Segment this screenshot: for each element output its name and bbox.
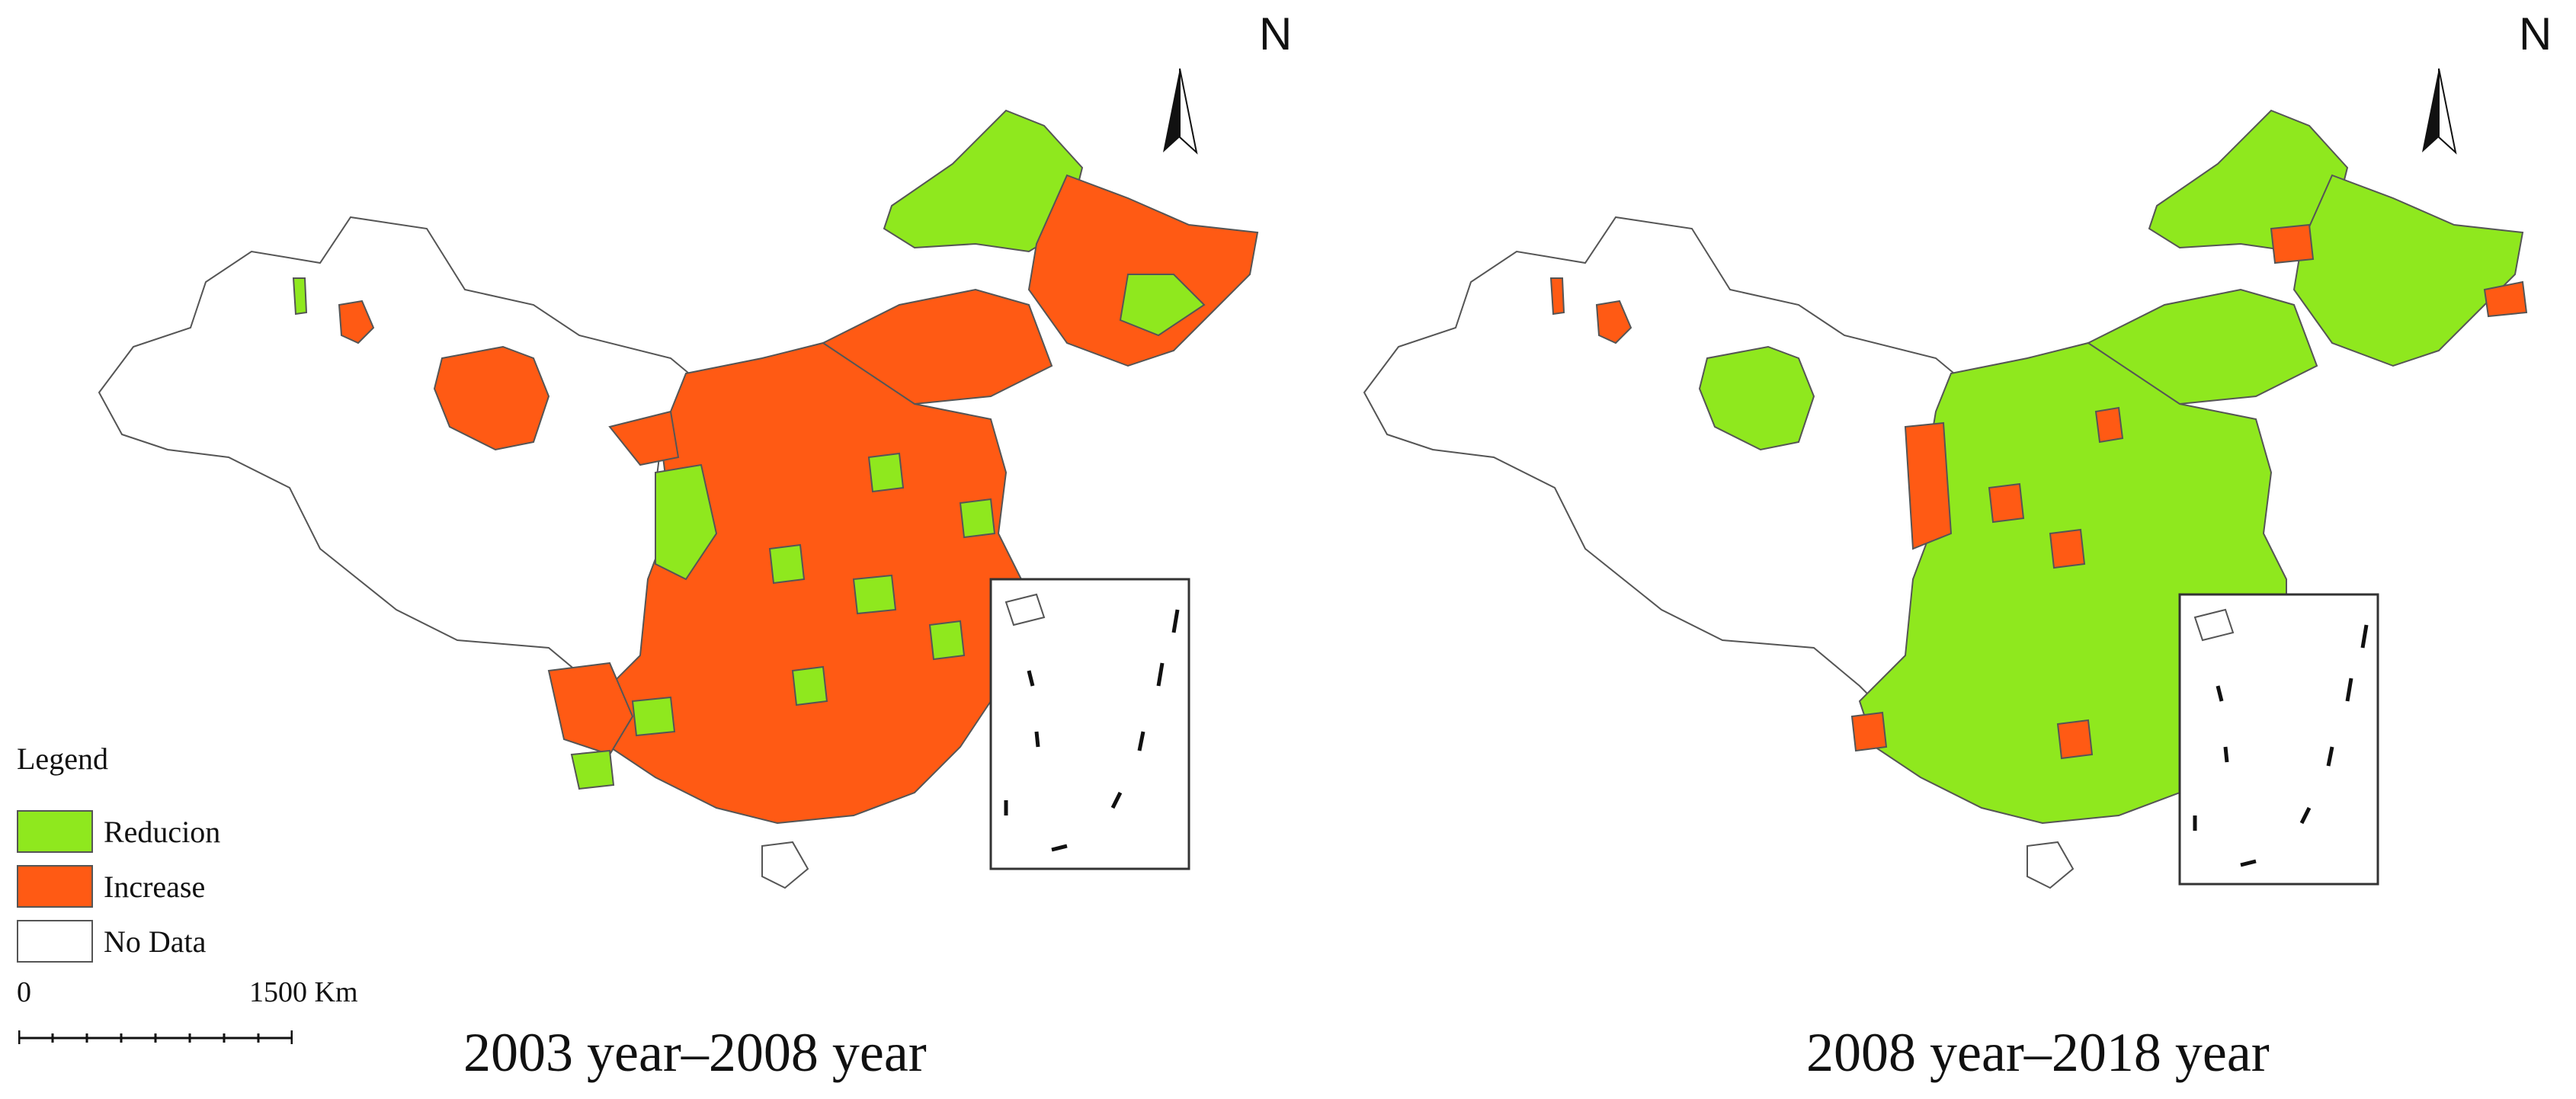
legend-item-increase: Increase — [17, 859, 220, 914]
legend-item-no-data: No Data — [17, 914, 220, 969]
no-data-region-west — [98, 216, 718, 733]
region-east-increase-2 — [1988, 482, 2025, 524]
map-caption-2003-2008: 2003 year–2008 year — [463, 1022, 927, 1083]
region-xinjiang-increase — [1549, 277, 1565, 316]
no-data-region-west — [1363, 216, 1983, 733]
region-east-reduction-5 — [928, 620, 966, 661]
scale-ruler-icon — [18, 1030, 293, 1044]
region-northeast-reduction-2 — [1119, 274, 1206, 337]
china-map-2008-2018 — [1363, 68, 2528, 889]
inset-dash-line — [1004, 609, 1180, 852]
region-east-increase-3 — [2049, 528, 2086, 569]
china-map-2003-2008 — [98, 68, 1259, 889]
region-northeast-increase — [1027, 174, 1259, 367]
legend-swatch-no-data — [17, 920, 93, 963]
region-south-reduction — [631, 696, 676, 737]
region-east-reduction-4 — [852, 574, 897, 615]
map-panel-2003-2008: N Legend Reducion Increase No Data 0 150… — [17, 8, 1292, 1083]
legend-label-increase: Increase — [104, 869, 206, 904]
region-east-reduction-1 — [655, 463, 718, 581]
region-xinjiang-increase-2 — [1595, 300, 1632, 344]
region-northeast-increase-1 — [2270, 223, 2315, 264]
region-xinjiang-increase-2 — [338, 300, 375, 344]
region-xinjiang-reduction — [292, 277, 308, 316]
region-east-reduction-6 — [791, 665, 828, 706]
north-label: N — [2519, 8, 2552, 59]
inset-south-china-sea — [2178, 593, 2379, 886]
inset-south-china-sea — [989, 578, 1190, 870]
scale-end-label: 1500 Km — [249, 976, 358, 1008]
map-panel-2008-2018: N 2008 year–2018 year — [1288, 0, 2576, 1099]
legend-item-reduction: Reducion — [17, 804, 220, 859]
legend-label-no-data: No Data — [104, 924, 207, 959]
region-southwest-increase — [547, 662, 634, 756]
region-xinjiang-reduction — [1698, 345, 1815, 451]
region-southwest-reduction — [570, 749, 615, 790]
map-caption-2008-2018: 2008 year–2018 year — [1806, 1022, 2270, 1083]
legend: Legend Reducion Increase No Data — [17, 741, 220, 969]
region-south-increase — [2056, 719, 2094, 760]
region-east-increase-5 — [2094, 406, 2124, 444]
region-xinjiang-increase — [433, 345, 550, 451]
legend-swatch-reduction — [17, 810, 93, 853]
island-hainan — [761, 841, 809, 889]
scale-start-label: 0 — [17, 976, 31, 1008]
region-east-increase — [593, 341, 1022, 825]
region-southwest-increase — [1850, 711, 1888, 752]
island-hainan — [2027, 841, 2075, 889]
legend-title: Legend — [17, 742, 108, 776]
inset-dash-line — [2193, 624, 2369, 867]
region-east-reduction-7 — [959, 498, 996, 539]
region-northeast-increase-2 — [2483, 280, 2528, 318]
region-northeast-reduction-2 — [2292, 174, 2524, 367]
region-gansu-increase — [608, 410, 680, 466]
legend-swatch-increase — [17, 865, 93, 908]
region-east-reduction-2 — [768, 543, 806, 585]
region-east-reduction-3 — [867, 452, 905, 493]
region-east-increase-1 — [1904, 421, 1953, 550]
legend-label-reduction: Reducion — [104, 814, 221, 849]
north-label: N — [1259, 8, 1293, 59]
